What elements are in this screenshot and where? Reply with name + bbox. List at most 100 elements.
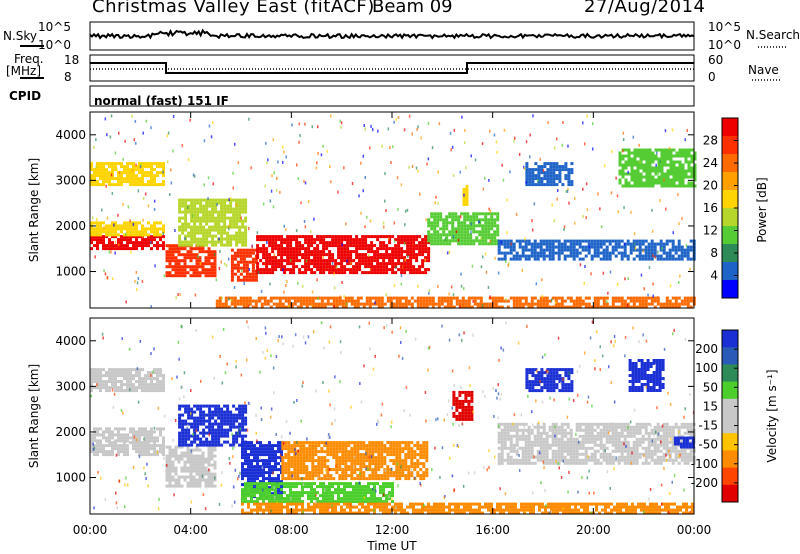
power-cell bbox=[684, 160, 688, 164]
velocity-cell bbox=[120, 444, 123, 448]
power-speckle bbox=[556, 137, 558, 141]
velocity-cell bbox=[135, 386, 138, 390]
power-speckle bbox=[427, 157, 430, 161]
power-cell bbox=[334, 271, 338, 275]
power-cell bbox=[572, 257, 576, 261]
power-cell bbox=[412, 253, 416, 257]
velocity-cell bbox=[111, 441, 114, 445]
power-speckle bbox=[114, 240, 117, 244]
power-cell bbox=[389, 305, 393, 309]
power-cell bbox=[406, 250, 410, 254]
velocity-cell bbox=[129, 436, 132, 440]
power-cell bbox=[512, 257, 516, 261]
power-cell bbox=[430, 242, 434, 246]
velocity-cell bbox=[210, 448, 214, 452]
power-cell bbox=[242, 266, 246, 270]
velocity-cell bbox=[208, 443, 212, 447]
power-speckle bbox=[677, 193, 679, 197]
velocity-cell bbox=[178, 422, 182, 426]
velocity-cell bbox=[202, 410, 206, 414]
power-cell bbox=[419, 299, 423, 303]
power-cell bbox=[391, 259, 395, 263]
velocity-cell bbox=[156, 368, 159, 372]
power-cell bbox=[645, 178, 649, 182]
power-speckle bbox=[452, 235, 455, 239]
velocity-cell bbox=[193, 431, 197, 435]
power-cell bbox=[457, 236, 461, 240]
velocity-cell bbox=[159, 427, 162, 431]
power-speckle bbox=[298, 140, 300, 144]
velocity-cell bbox=[241, 447, 244, 451]
velocity-cell bbox=[350, 477, 354, 481]
power-cell bbox=[605, 239, 609, 243]
power-cell bbox=[461, 302, 465, 306]
power-cell bbox=[208, 234, 212, 238]
velocity-cell bbox=[217, 443, 221, 447]
power-cell bbox=[244, 228, 248, 232]
velocity-cell bbox=[274, 453, 277, 457]
power-cell bbox=[328, 241, 332, 245]
power-cell bbox=[430, 215, 434, 219]
power-cell bbox=[156, 183, 159, 187]
velocity-cell bbox=[183, 469, 187, 473]
velocity-cell bbox=[299, 447, 303, 451]
velocity-cell bbox=[259, 450, 262, 454]
power-cell bbox=[374, 299, 378, 303]
power-cell bbox=[280, 256, 284, 260]
power-cell bbox=[205, 201, 209, 205]
power-cell bbox=[644, 248, 648, 252]
velocity-cell bbox=[344, 441, 348, 445]
velocity-cell bbox=[123, 441, 126, 445]
velocity-cell bbox=[407, 471, 411, 475]
velocity-cell bbox=[244, 459, 247, 463]
power-speckle bbox=[513, 139, 515, 143]
power-cell bbox=[430, 233, 434, 237]
power-cell bbox=[320, 299, 324, 303]
velocity-cell bbox=[147, 371, 150, 375]
velocity-cell bbox=[302, 462, 306, 466]
velocity-cell bbox=[287, 441, 291, 445]
power-cell bbox=[648, 154, 652, 158]
power-speckle bbox=[622, 138, 625, 141]
velocity-cell bbox=[181, 443, 185, 447]
power-cell bbox=[114, 168, 117, 172]
power-cell bbox=[236, 254, 240, 258]
power-cell bbox=[337, 268, 341, 272]
power-cell bbox=[289, 253, 293, 257]
velocity-cell bbox=[353, 444, 357, 448]
velocity-cell bbox=[413, 468, 417, 472]
power-cell bbox=[251, 272, 255, 276]
power-cell bbox=[528, 174, 532, 178]
power-cell bbox=[490, 239, 494, 243]
power-speckle bbox=[207, 197, 209, 201]
power-cell bbox=[536, 251, 540, 255]
velocity-cell bbox=[120, 383, 123, 387]
power-cell bbox=[442, 227, 446, 231]
power-cell bbox=[135, 247, 138, 251]
velocity-cell bbox=[311, 477, 315, 481]
velocity-cell bbox=[326, 459, 330, 463]
power-cell bbox=[220, 231, 224, 235]
power-cell bbox=[274, 256, 278, 260]
power-cell bbox=[99, 221, 102, 225]
power-cell bbox=[611, 299, 615, 303]
power-cell bbox=[141, 247, 144, 251]
power-cell bbox=[666, 163, 670, 167]
power-cell bbox=[319, 253, 323, 257]
power-cell bbox=[635, 305, 639, 309]
velocity-cell bbox=[184, 437, 188, 441]
power-cell bbox=[467, 302, 471, 306]
power-cell bbox=[554, 245, 558, 249]
power-cell bbox=[626, 296, 630, 300]
velocity-cell bbox=[117, 436, 120, 440]
power-cell bbox=[328, 265, 332, 269]
power-cell bbox=[629, 248, 633, 252]
power-speckle bbox=[335, 265, 338, 269]
velocity-cell bbox=[217, 416, 221, 420]
power-cell bbox=[313, 241, 317, 245]
velocity-cell bbox=[132, 447, 135, 451]
velocity-cell bbox=[123, 389, 126, 393]
power-speckle bbox=[203, 183, 205, 187]
velocity-cell bbox=[253, 450, 256, 454]
power-cell bbox=[259, 238, 263, 242]
